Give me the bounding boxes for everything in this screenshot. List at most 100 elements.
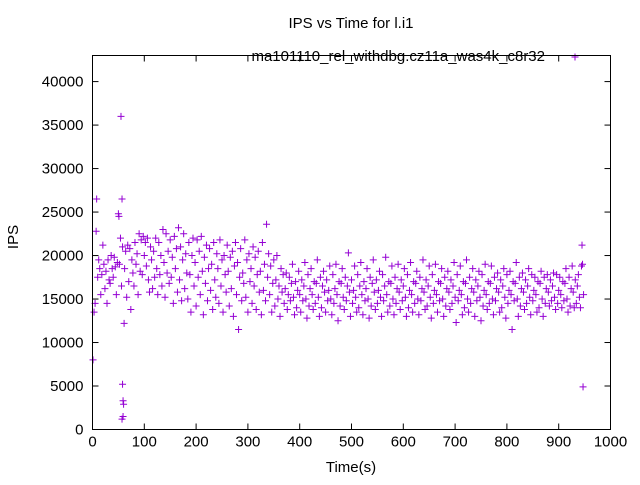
data-point bbox=[238, 297, 246, 305]
data-point bbox=[341, 273, 349, 281]
data-point bbox=[191, 259, 199, 267]
data-point bbox=[544, 288, 552, 296]
data-point bbox=[552, 305, 560, 313]
data-point bbox=[450, 259, 458, 267]
data-point bbox=[225, 302, 233, 310]
data-point bbox=[224, 267, 232, 275]
data-point bbox=[257, 311, 265, 319]
data-point bbox=[344, 249, 352, 257]
data-point bbox=[379, 271, 387, 279]
data-point bbox=[522, 276, 530, 284]
data-point bbox=[363, 265, 371, 273]
data-point bbox=[375, 267, 383, 275]
y-tick-label: 40000 bbox=[42, 74, 84, 91]
data-point bbox=[477, 317, 485, 325]
data-point bbox=[111, 263, 119, 271]
data-point bbox=[292, 278, 300, 286]
x-tick: 100 bbox=[132, 55, 157, 451]
data-point bbox=[98, 271, 106, 279]
data-point bbox=[475, 267, 483, 275]
data-point bbox=[105, 276, 113, 284]
data-point bbox=[228, 247, 236, 255]
data-point bbox=[325, 286, 333, 294]
data-point bbox=[406, 286, 414, 294]
data-point bbox=[494, 269, 502, 277]
data-point bbox=[205, 265, 213, 273]
data-point bbox=[446, 305, 454, 313]
data-point bbox=[395, 288, 403, 296]
data-point bbox=[479, 302, 487, 310]
data-point bbox=[516, 302, 524, 310]
data-point bbox=[441, 273, 449, 281]
data-point bbox=[457, 291, 465, 299]
y-axis-label: IPS bbox=[5, 225, 22, 249]
data-point bbox=[262, 297, 270, 305]
data-point bbox=[145, 288, 153, 296]
data-point bbox=[174, 224, 182, 232]
data-point bbox=[429, 299, 437, 307]
data-point bbox=[417, 297, 425, 305]
data-point bbox=[401, 293, 409, 301]
data-point bbox=[279, 271, 287, 279]
data-point bbox=[247, 265, 255, 273]
data-point bbox=[373, 299, 381, 307]
data-point bbox=[532, 291, 540, 299]
data-point bbox=[419, 256, 427, 264]
x-tick-label: 600 bbox=[391, 434, 416, 451]
y-tick-label: 0 bbox=[75, 422, 83, 439]
data-point bbox=[566, 302, 574, 310]
data-point bbox=[311, 299, 319, 307]
data-point bbox=[260, 260, 268, 268]
data-point bbox=[118, 282, 126, 290]
data-point bbox=[322, 308, 330, 316]
data-point bbox=[331, 285, 339, 293]
data-point bbox=[107, 252, 115, 260]
data-point bbox=[333, 291, 341, 299]
data-point bbox=[252, 305, 260, 313]
data-point bbox=[495, 288, 503, 296]
data-point bbox=[250, 282, 258, 290]
data-point bbox=[104, 256, 112, 264]
data-point bbox=[380, 297, 388, 305]
data-point bbox=[139, 232, 147, 240]
data-point bbox=[115, 212, 123, 220]
data-point bbox=[530, 286, 538, 294]
data-point bbox=[353, 308, 361, 316]
x-tick: 500 bbox=[339, 55, 364, 451]
data-point bbox=[169, 299, 177, 307]
data-point bbox=[321, 288, 329, 296]
plot-frame bbox=[92, 55, 611, 430]
data-point bbox=[382, 253, 390, 261]
data-point bbox=[125, 278, 133, 286]
data-point bbox=[241, 236, 249, 244]
data-point bbox=[324, 297, 332, 305]
data-point bbox=[291, 311, 299, 319]
data-point bbox=[408, 291, 416, 299]
data-point bbox=[371, 305, 379, 313]
data-point bbox=[212, 293, 220, 301]
data-point bbox=[244, 308, 252, 316]
data-point bbox=[133, 250, 141, 258]
data-point bbox=[284, 291, 292, 299]
data-point bbox=[499, 282, 507, 290]
data-point bbox=[307, 265, 315, 273]
data-point bbox=[208, 260, 216, 268]
data-point bbox=[476, 293, 484, 301]
data-point bbox=[315, 312, 323, 320]
data-point bbox=[159, 225, 167, 233]
data-point bbox=[301, 259, 309, 267]
data-point bbox=[381, 282, 389, 290]
data-point bbox=[332, 260, 340, 268]
data-point bbox=[575, 293, 583, 301]
data-point bbox=[178, 297, 186, 305]
data-point bbox=[452, 319, 460, 327]
data-point bbox=[152, 234, 160, 242]
data-point bbox=[568, 262, 576, 270]
y-tick: 15000 bbox=[42, 291, 611, 308]
data-point bbox=[177, 243, 185, 251]
data-point bbox=[288, 260, 296, 268]
data-point bbox=[342, 297, 350, 305]
data-point bbox=[486, 279, 494, 287]
data-point bbox=[383, 291, 391, 299]
data-point bbox=[167, 273, 175, 281]
